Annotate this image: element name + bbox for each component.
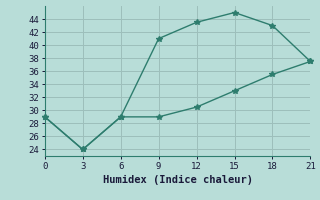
X-axis label: Humidex (Indice chaleur): Humidex (Indice chaleur) [103,175,252,185]
